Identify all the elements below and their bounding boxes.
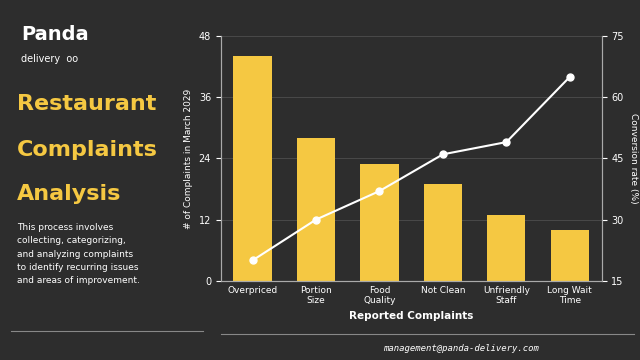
Bar — [487, 215, 525, 281]
Bar — [551, 230, 589, 281]
Text: Complaints: Complaints — [17, 140, 158, 161]
Bar — [234, 57, 271, 281]
Text: Panda: Panda — [21, 25, 89, 44]
Text: delivery  oo: delivery oo — [21, 54, 79, 64]
Text: management@panda-delivery.com: management@panda-delivery.com — [383, 343, 539, 353]
Y-axis label: # of Complaints in March 2029: # of Complaints in March 2029 — [184, 88, 193, 229]
X-axis label: Reported Complaints: Reported Complaints — [349, 311, 474, 321]
Text: Restaurant: Restaurant — [17, 94, 156, 114]
Bar — [424, 184, 462, 281]
Bar — [360, 163, 399, 281]
Text: This process involves
collecting, categorizing,
and analyzing complaints
to iden: This process involves collecting, catego… — [17, 223, 140, 285]
Text: Analysis: Analysis — [17, 184, 122, 204]
Bar — [297, 138, 335, 281]
Y-axis label: Conversion rate (%): Conversion rate (%) — [629, 113, 638, 204]
